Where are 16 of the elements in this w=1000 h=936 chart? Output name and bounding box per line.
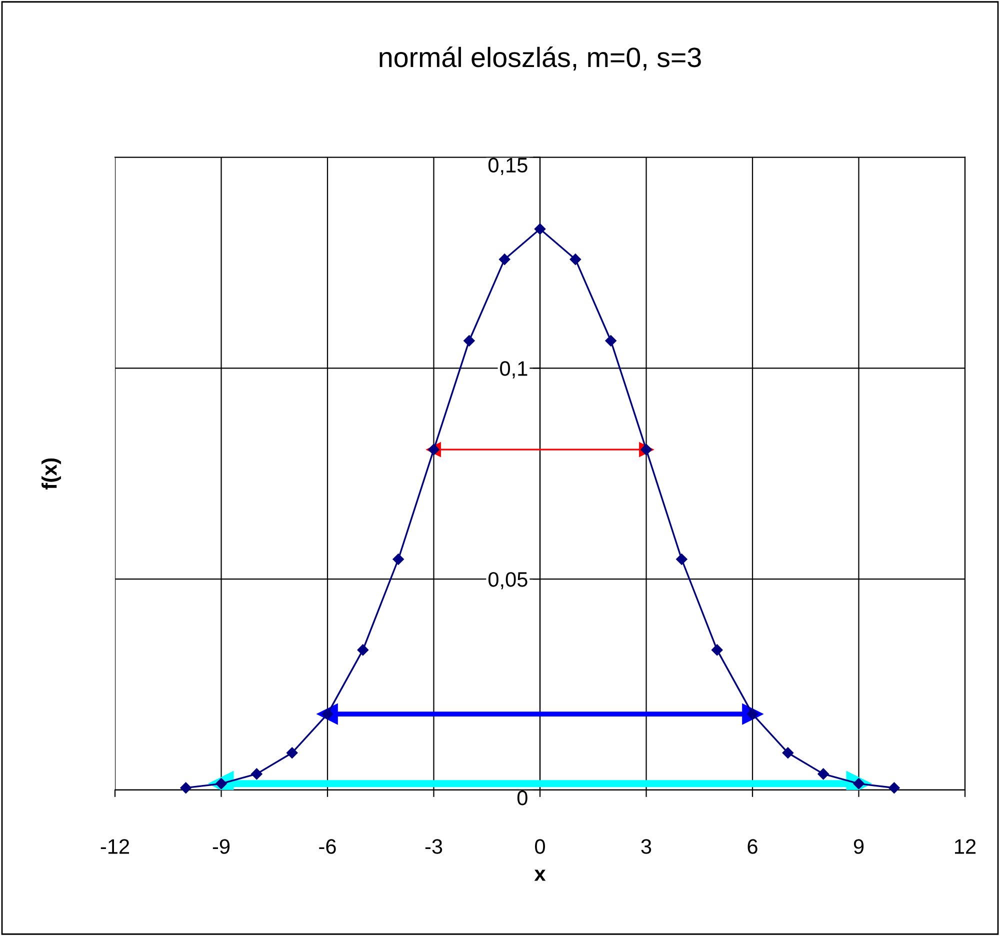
x-tick-label: -6 bbox=[319, 839, 336, 854]
x-tick-label: 9 bbox=[854, 839, 864, 854]
x-tick-label: -9 bbox=[212, 839, 230, 854]
y-axis-title: f(x) bbox=[42, 458, 61, 490]
chart-title: normál eloszlás, m=0, s=3 bbox=[380, 46, 701, 71]
y-tick-label: 0,05 bbox=[488, 572, 528, 590]
x-tick-label: -12 bbox=[100, 839, 130, 854]
x-tick-label: 0 bbox=[535, 839, 545, 854]
y-tick-label: 0,1 bbox=[500, 361, 528, 378]
x-tick-label: 6 bbox=[748, 839, 758, 854]
x-tick-label: -3 bbox=[425, 839, 442, 854]
x-tick-label: 12 bbox=[955, 839, 976, 854]
y-tick-label: 0,15 bbox=[488, 158, 528, 176]
x-tick-label: 3 bbox=[641, 839, 652, 854]
x-axis-title: x bbox=[534, 870, 546, 881]
y-tick-label: 0 bbox=[517, 790, 528, 806]
